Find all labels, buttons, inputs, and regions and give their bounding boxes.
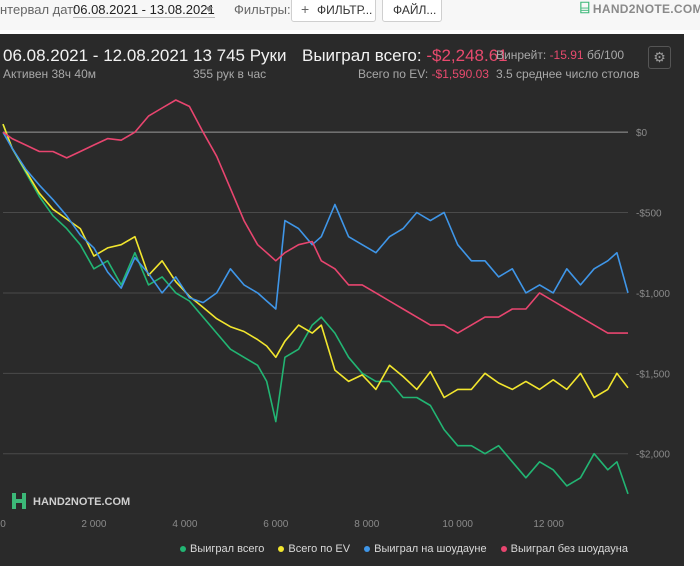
hands-count: 13 745 Руки	[193, 46, 287, 65]
won-total-value: -$2,248.61	[426, 46, 508, 65]
series-line-3	[2, 99, 628, 334]
legend-dot	[500, 546, 507, 552]
legend-label: Выиграл на шоудауне	[374, 543, 487, 555]
logo-h-icon: ⌸	[580, 0, 590, 17]
legend-dot	[180, 546, 186, 552]
date-range-label: нтервал дат:	[0, 2, 77, 17]
y-tick-label: -$500	[636, 209, 662, 220]
legend-item-ev[interactable]: Всего по EV	[278, 543, 350, 555]
legend-item-non-showdown[interactable]: Выиграл без шоудауна	[500, 543, 628, 555]
legend-item-won-total[interactable]: Выиграл всего	[180, 543, 264, 555]
winrate-unit: бб/100	[586, 48, 625, 62]
plus-icon: +	[301, 1, 310, 17]
logo-text: HAND2NOTE.COM	[592, 2, 700, 16]
series-line-1	[2, 123, 629, 399]
winrate-line: Винрейт: -15.91 бб/100	[496, 48, 624, 62]
ev-total-line: Всего по EV: -$1,590.03	[358, 67, 489, 81]
x-tick-label: 8 000	[354, 519, 379, 530]
x-tick-label: 0	[0, 519, 6, 530]
y-tick-label: -$1,500	[636, 369, 670, 380]
series-line-2	[2, 131, 629, 310]
hands-per-hour: 355 рук в час	[193, 67, 267, 81]
y-tick-label: $0	[636, 128, 648, 139]
x-tick-label: 12 000	[533, 519, 564, 530]
file-button[interactable]: ФАЙЛ...	[382, 0, 442, 22]
y-tick-label: -$1,000	[636, 289, 670, 300]
add-filter-label: ФИЛЬТР...	[317, 3, 373, 17]
gear-icon[interactable]: ⚙	[648, 46, 671, 69]
filters-label: Фильтры:	[234, 2, 291, 17]
winrate-label: Винрейт:	[496, 48, 547, 62]
legend-dot	[364, 546, 371, 552]
results-panel	[0, 34, 684, 566]
x-tick-label: 6 000	[263, 519, 288, 530]
chevron-down-icon[interactable]	[205, 7, 213, 12]
ev-total-label: Всего по EV:	[358, 67, 429, 81]
x-tick-label: 2 000	[81, 519, 106, 530]
legend-label: Выиграл всего	[190, 543, 265, 555]
legend-item-showdown[interactable]: Выиграл на шоудауне	[364, 543, 487, 555]
app-logo: ⌸ HAND2NOTE.COM	[580, 0, 700, 18]
date-range-select[interactable]: 06.08.2021 - 13.08.2021	[73, 2, 215, 18]
won-total-line: Выиграл всего: -$2,248.61	[302, 46, 508, 66]
winrate-value: -15.91	[549, 48, 584, 62]
legend-label: Всего по EV	[288, 543, 351, 555]
y-tick-label: -$2,000	[636, 450, 670, 461]
series-line-0	[2, 123, 629, 495]
x-tick-label: 4 000	[172, 519, 197, 530]
chart-watermark: HAND2NOTE.COM	[12, 493, 130, 509]
file-button-label: ФАЙЛ...	[393, 3, 437, 17]
watermark-text: HAND2NOTE.COM	[33, 496, 130, 508]
ev-total-value: -$1,590.03	[431, 67, 489, 81]
legend-label: Выиграл без шоудауна	[510, 543, 628, 555]
x-tick-label: 10 000	[442, 519, 473, 530]
filters-bar: нтервал дат: 06.08.2021 - 13.08.2021 Фил…	[0, 0, 700, 30]
add-filter-button[interactable]: + ФИЛЬТР...	[291, 0, 376, 22]
watermark-bar-mid	[12, 499, 26, 503]
legend-dot	[278, 546, 285, 552]
chart-legend: Выиграл всего Всего по EV Выиграл на шоу…	[180, 543, 639, 555]
period-text: 06.08.2021 - 12.08.2021	[3, 46, 189, 65]
avg-tables-text: 3.5 среднее число столов	[496, 67, 640, 81]
active-time-text: Активен 38ч 40м	[3, 67, 96, 81]
won-total-label: Выиграл всего:	[302, 46, 422, 65]
